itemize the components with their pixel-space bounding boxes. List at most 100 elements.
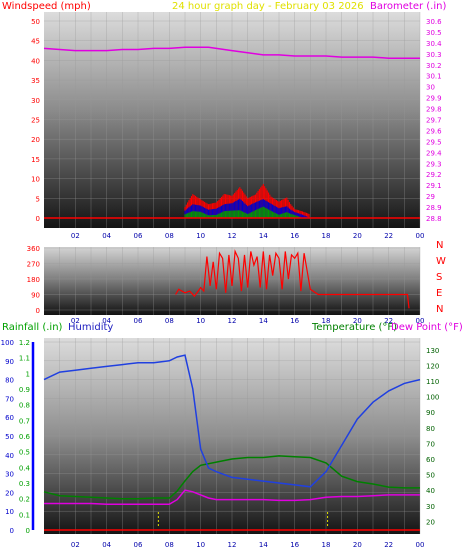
barometer-tick-label: 29.1	[426, 182, 442, 190]
humidity-tick-label: 50	[5, 433, 14, 441]
direction-tick-label: 270	[27, 261, 40, 269]
x-tick-label: 08	[165, 317, 174, 325]
humidity-tick-label: 10	[5, 508, 14, 516]
x-tick-label: 18	[322, 541, 331, 549]
wind-tick-label: 5	[36, 195, 40, 203]
wind-tick-label: 35	[31, 77, 40, 85]
x-tick-label: 22	[384, 317, 393, 325]
x-tick-label: 12	[228, 317, 237, 325]
x-tick-label: 04	[102, 232, 111, 240]
humidity-ticks: 0 10 20 30 40 50 60 70 80 90 100	[1, 339, 14, 535]
humidity-tick-label: 80	[5, 377, 14, 385]
humidity-grid	[44, 338, 421, 534]
x-tick-label: 18	[322, 317, 331, 325]
wind-tick-label: 10	[31, 176, 40, 184]
rain-tick-label: 1.2	[19, 339, 30, 347]
x-ticks-wind: 02 04 06 08 10 12 14 16 18 20 22 00	[71, 232, 425, 240]
dir-label-n-top: N	[436, 240, 443, 251]
barometer-tick-label: 29.2	[426, 171, 442, 179]
dir-label-w: W	[436, 256, 446, 267]
barometer-tick-label: 28.9	[426, 204, 442, 212]
x-tick-label: 00	[416, 541, 425, 549]
x-tick-label: 20	[353, 317, 362, 325]
rain-tick-label: 0.5	[19, 449, 30, 457]
x-tick-label: 06	[134, 541, 143, 549]
rainfall-axis-title: Rainfall (.in)	[2, 322, 63, 333]
x-tick-label: 04	[102, 541, 111, 549]
x-tick-label: 14	[259, 541, 268, 549]
rain-ticks: 0 0.1 0.2 0.3 0.4 0.5 0.6 0.7 0.8 0.9 1 1.1 1.2	[19, 339, 31, 535]
x-tick-label: 08	[165, 232, 174, 240]
humidity-tick-label: 100	[1, 339, 14, 347]
rain-tick-label: 1	[26, 370, 30, 378]
humidity-axis-title: Humidity	[68, 322, 113, 333]
barometer-tick-label: 29.4	[426, 149, 442, 157]
wind-tick-label: 45	[31, 38, 40, 46]
x-tick-label: 12	[228, 232, 237, 240]
barometer-tick-label: 30.3	[426, 51, 442, 59]
temperature-ticks: 20 30 40 50 60 70 80 90 100 110 120 130	[426, 347, 439, 527]
humidity-line	[43, 354, 421, 488]
x-tick-label: 00	[416, 317, 425, 325]
temperature-tick-label: 90	[426, 409, 435, 417]
barometer-ticks: 28.8 28.9 29 29.1 29.2 29.3 29.4 29.5 29.6 29.7 29…	[426, 18, 442, 223]
direction-ticks: 0 90 180 270 360	[27, 245, 40, 315]
x-tick-label: 04	[102, 317, 111, 325]
direction-tick-label: 180	[27, 276, 40, 284]
wind-bars	[184, 184, 310, 218]
barometer-tick-label: 29.3	[426, 160, 442, 168]
x-ticks-direction: 02 04 06 08 10 12 14 16 18 20 22 00	[71, 317, 425, 325]
dir-label-s: S	[436, 272, 442, 283]
rain-tick-label: 0.2	[19, 496, 30, 504]
barometer-tick-label: 29.8	[426, 106, 442, 114]
temperature-tick-label: 80	[426, 425, 435, 433]
direction-line	[175, 249, 410, 309]
temperature-tick-label: 130	[426, 347, 439, 355]
x-tick-label: 20	[353, 541, 362, 549]
barometer-tick-label: 30.1	[426, 73, 442, 81]
x-tick-label: 22	[384, 541, 393, 549]
temperature-tick-label: 100	[426, 394, 439, 402]
barometer-tick-label: 29.7	[426, 117, 442, 125]
dir-label-e: E	[436, 288, 442, 299]
barometer-tick-label: 30.2	[426, 62, 442, 70]
temperature-tick-label: 120	[426, 362, 439, 370]
wind-tick-label: 40	[31, 57, 40, 65]
wind-ticks: 0 5 10 15 20 25 30 35 40 45 50	[31, 18, 40, 223]
barometer-tick-label: 28.8	[426, 215, 442, 223]
rain-tick-label: 0.3	[19, 480, 30, 488]
temperature-tick-label: 30	[426, 503, 435, 511]
rain-tick-label: 1.1	[19, 355, 30, 363]
x-tick-label: 22	[384, 232, 393, 240]
wind-tick-label: 0	[36, 215, 40, 223]
rain-markers	[157, 512, 329, 528]
wind-tick-label: 25	[31, 117, 40, 125]
x-tick-label: 02	[71, 317, 80, 325]
x-tick-label: 14	[259, 232, 268, 240]
x-ticks-humidity: 02 04 06 08 10 12 14 16 18 20 22 00	[71, 541, 425, 549]
x-tick-label: 08	[165, 541, 174, 549]
x-tick-label: 10	[196, 541, 205, 549]
barometer-tick-label: 30.6	[426, 18, 442, 26]
temperature-tick-label: 20	[426, 518, 435, 526]
x-tick-label: 20	[353, 232, 362, 240]
x-tick-label: 10	[196, 232, 205, 240]
wind-tick-label: 20	[31, 136, 40, 144]
barometer-tick-label: 30.4	[426, 40, 442, 48]
direction-tick-label: 90	[31, 292, 40, 300]
barometer-tick-label: 30.5	[426, 29, 442, 37]
direction-tick-label: 360	[27, 245, 40, 253]
rain-tick-label: 0.4	[19, 464, 31, 472]
rain-tick-label: 0.8	[19, 402, 30, 410]
temperature-tick-label: 110	[426, 378, 439, 386]
x-tick-label: 18	[322, 232, 331, 240]
rain-tick-label: 0.6	[19, 433, 31, 441]
x-tick-label: 16	[290, 541, 299, 549]
x-tick-label: 00	[416, 232, 425, 240]
barometer-axis-title: Barometer (.in)	[370, 1, 446, 12]
humidity-tick-label: 60	[5, 414, 14, 422]
barometer-tick-label: 29.9	[426, 95, 442, 103]
direction-grid	[44, 247, 421, 315]
wind-axis-title: Windspeed (mph)	[2, 1, 91, 12]
